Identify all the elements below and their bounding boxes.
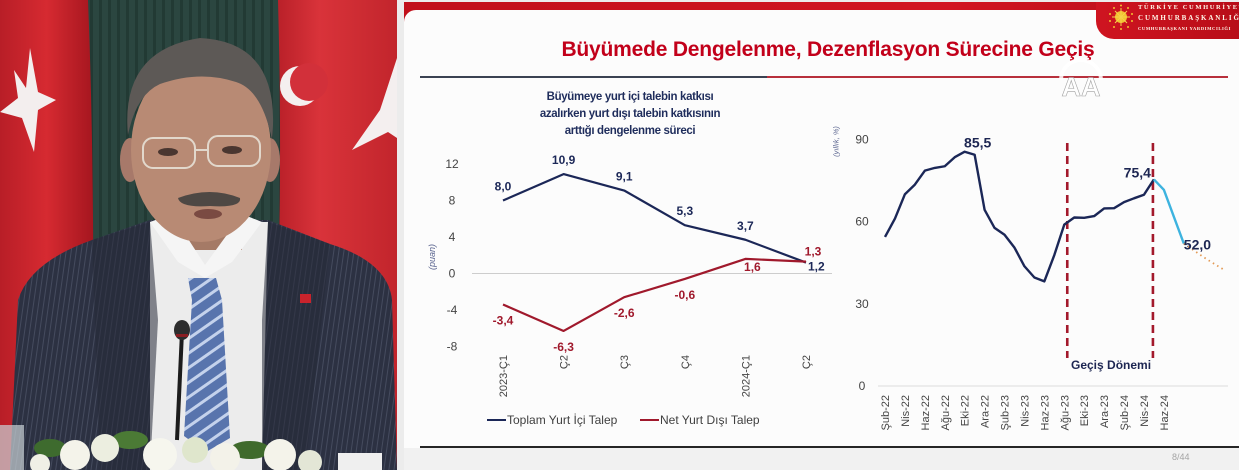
- footer-divider: [420, 446, 1239, 448]
- data-label: 9,1: [616, 170, 633, 184]
- legend-net-external-demand: Net Yurt Dışı Talep: [640, 413, 760, 427]
- x-tick-label: Şub-23: [1000, 395, 1012, 430]
- lapel-flag-pin: [300, 294, 311, 303]
- x-tick-label: Eki-22: [960, 395, 972, 426]
- x-tick-label: Haz-23: [1039, 395, 1051, 430]
- x-tick-label: Ç3: [619, 355, 631, 369]
- data-label: 3,7: [737, 219, 754, 233]
- data-label: -0,6: [674, 288, 695, 302]
- header-line-vice-presidency: CUMHURBAŞKANI YARDIMCILIĞI: [1138, 26, 1231, 31]
- y-tick-label: 12: [445, 157, 459, 171]
- legend-domestic-demand: Toplam Yurt İçi Talep: [487, 413, 617, 427]
- x-tick-label: Nis-24: [1139, 395, 1151, 427]
- data-label: -2,6: [614, 306, 635, 320]
- x-tick-label: Ç4: [680, 355, 692, 369]
- left-chart-subtitle: Büyümeye yurt içi talebin katkısı azalır…: [495, 89, 765, 140]
- y-tick-label: 90: [855, 132, 869, 146]
- flower-arrangement: [30, 431, 322, 470]
- eyeglasses: [142, 135, 261, 169]
- y-tick-label: -8: [447, 339, 458, 353]
- value-annotation: 85,5: [964, 135, 991, 151]
- y-tick-label: 30: [855, 297, 869, 311]
- x-tick-label: Nis-23: [1019, 395, 1031, 427]
- data-label: 10,9: [552, 153, 576, 167]
- speaker-video-feed: [0, 0, 397, 470]
- subtitle-line: arttığı dengelenme süreci: [564, 125, 696, 137]
- data-label: 8,0: [495, 180, 512, 194]
- presentation-slide: [404, 10, 1239, 470]
- water-glass: [0, 425, 24, 470]
- title-divider-dark: [420, 76, 767, 78]
- x-tick-label: Ara-22: [980, 395, 992, 428]
- header-line-republic: TÜRKİYE CUMHURİYETİ: [1138, 4, 1239, 11]
- flag-star-icon: [352, 58, 397, 150]
- x-tick-label: 2023-Ç1: [498, 355, 510, 397]
- x-tick-label: Eki-23: [1079, 395, 1091, 426]
- value-annotation: 52,0: [1184, 237, 1211, 253]
- legend-swatch-navy: [487, 418, 506, 422]
- transition-period-label: Geçiş Dönemi: [1071, 358, 1152, 372]
- data-label: 1,2: [808, 260, 825, 274]
- slide-title: Büyümede Dengelenme, Dezenflasyon Süreci…: [561, 38, 1095, 61]
- y-tick-label: 8: [449, 194, 456, 208]
- x-tick-label: Şub-22: [880, 395, 892, 430]
- inflation-line: [883, 150, 1155, 283]
- x-tick-label: 2024-Ç1: [740, 355, 752, 397]
- presidential-emblem-icon: [1109, 4, 1133, 30]
- data-label: -6,3: [553, 340, 574, 354]
- x-tick-label: Ç2: [801, 355, 813, 369]
- page-number: 8/44: [1172, 452, 1190, 462]
- x-tick-label: Haz-22: [920, 395, 932, 430]
- microphone: [174, 320, 190, 441]
- x-tick-label: Nis-22: [900, 395, 912, 427]
- inflation-line-chart: 90 60 30 0 Şub-22 Nis-22 Haz-22 Ağu-22 Eki-22 Ara…: [855, 132, 1228, 430]
- data-label: 5,3: [676, 204, 693, 218]
- y-tick-label: 0: [859, 379, 866, 393]
- legend-label: Toplam Yurt İçi Talep: [507, 413, 618, 427]
- x-tick-label: Ağu-22: [940, 395, 952, 430]
- aa-watermark-logo: AA: [1059, 58, 1103, 102]
- data-label: -3,4: [493, 314, 514, 328]
- x-tick-label: Ağu-23: [1059, 395, 1071, 430]
- necktie: [184, 278, 230, 452]
- legend-swatch-red: [640, 418, 659, 422]
- x-tick-label: Haz-24: [1159, 395, 1171, 430]
- net-external-demand-line: [502, 257, 807, 333]
- y-tick-label: -4: [447, 303, 458, 317]
- x-tick-label: Ara-23: [1099, 395, 1111, 428]
- slide-footer: [404, 448, 1239, 470]
- domestic-demand-line: [502, 172, 807, 264]
- x-tick-label: Ç2: [559, 355, 571, 369]
- legend-label: Net Yurt Dışı Talep: [660, 413, 760, 427]
- nameplate: [338, 453, 382, 470]
- subtitle-line: azalırken yurt dışı talebin katkısının: [539, 108, 721, 120]
- y-tick-label: 4: [449, 230, 456, 244]
- svg-text:AA: AA: [1062, 72, 1101, 102]
- data-label: 1,3: [805, 245, 822, 259]
- header-line-presidency: CUMHURBAŞKANLIĞI: [1138, 14, 1239, 22]
- subtitle-line: Büyümeye yurt içi talebin katkısı: [546, 91, 714, 103]
- data-label: 1,6: [744, 260, 761, 274]
- speaker-person: [10, 38, 397, 470]
- value-annotation: 75,4: [1124, 164, 1151, 180]
- y-tick-label: 0: [449, 267, 456, 281]
- flag-star-icon: [0, 48, 56, 152]
- title-divider-red: [767, 76, 1228, 78]
- inflation-recent-line: [1153, 178, 1185, 244]
- x-tick-label: Şub-24: [1119, 395, 1131, 430]
- contribution-line-chart: 12 8 4 0 -4 -8 2023-Ç1 Ç2 Ç3 Ç4 2024-Ç1 Ç2 8,0 10,9 9,…: [445, 153, 832, 397]
- y-tick-label: 60: [855, 215, 869, 229]
- presidency-header-badge: TÜRKİYE CUMHURİYETİ CUMHURBAŞKANLIĞI CUM…: [1096, 2, 1239, 39]
